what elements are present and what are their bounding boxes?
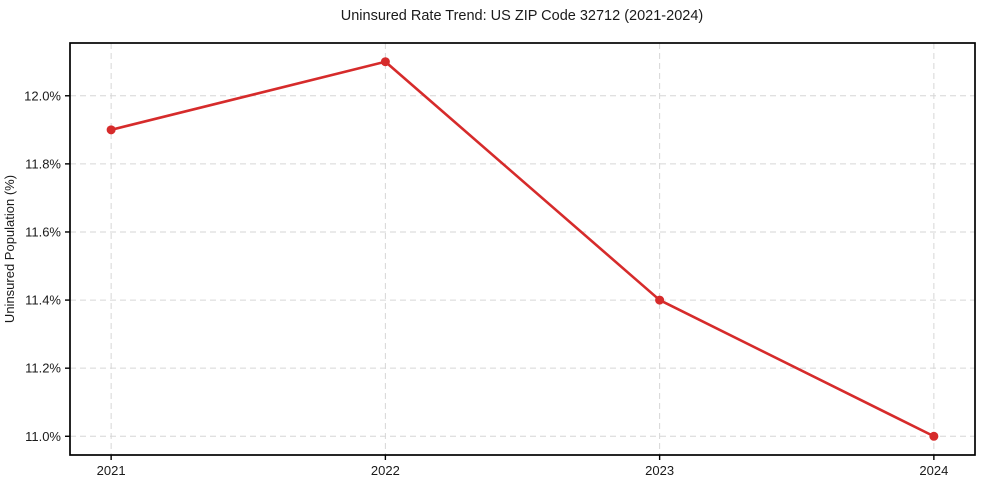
x-tick-label: 2024 xyxy=(919,463,948,478)
data-point xyxy=(655,295,665,305)
plot-frame xyxy=(69,42,976,456)
axis-ticks xyxy=(65,95,935,460)
axes-frame xyxy=(69,42,976,456)
trend-line xyxy=(109,60,936,438)
y-tick-label: 12.0% xyxy=(24,88,61,103)
x-tick-label: 2022 xyxy=(371,463,400,478)
y-tick-label: 11.4% xyxy=(25,293,61,308)
gridlines xyxy=(70,43,975,455)
data-point xyxy=(380,57,390,67)
x-tick-label: 2023 xyxy=(645,463,674,478)
y-tick-labels: 11.0% 11.2% 11.4% 11.6% 11.8% 12.0% xyxy=(24,88,61,443)
y-tick-label: 11.0% xyxy=(25,429,61,444)
x-tick-label: 2021 xyxy=(97,463,126,478)
y-tick-label: 11.8% xyxy=(25,156,61,171)
data-point xyxy=(929,431,939,441)
x-tick-labels: 2021 2022 2023 2024 xyxy=(97,463,949,478)
data-series xyxy=(106,57,939,441)
data-point xyxy=(106,125,116,135)
y-axis-label: Uninsured Population (%) xyxy=(2,175,17,323)
chart-title: Uninsured Rate Trend: US ZIP Code 32712 … xyxy=(341,8,703,24)
y-tick-label: 11.2% xyxy=(25,361,61,376)
y-tick-label: 11.6% xyxy=(25,224,61,239)
